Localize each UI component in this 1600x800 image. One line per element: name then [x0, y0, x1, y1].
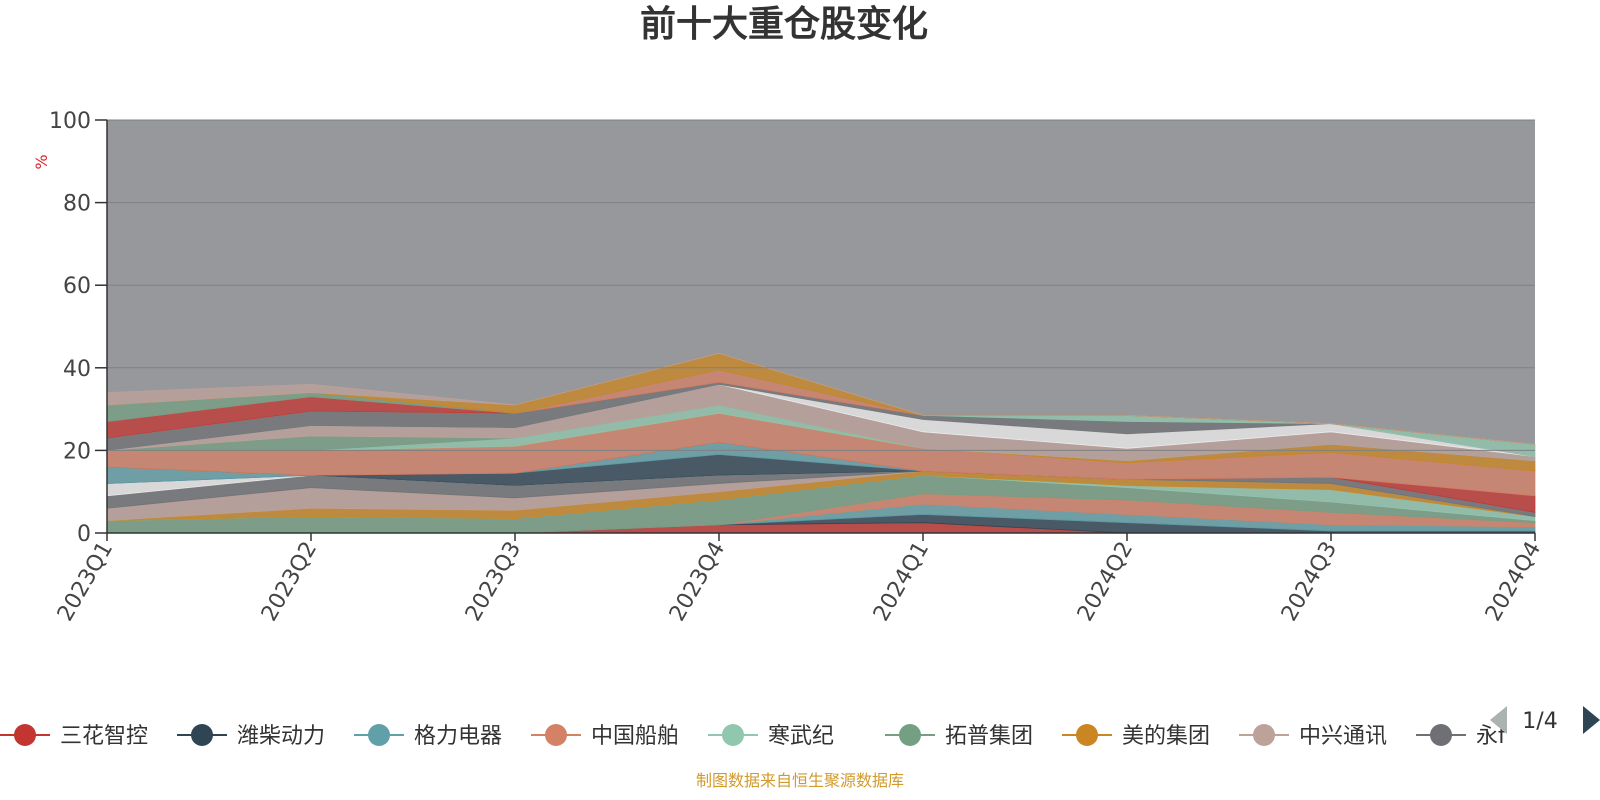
y-tick-label: 80: [63, 192, 91, 217]
x-tick-label: 2024Q1: [869, 538, 934, 626]
legend-label: 中兴通讯: [1299, 724, 1387, 749]
legend-marker-icon: [14, 724, 36, 746]
legend-item[interactable]: 三花智控: [0, 724, 148, 749]
legend-marker-icon: [1430, 724, 1452, 746]
stacked-areas: [106, 352, 1536, 534]
legend-marker-icon: [545, 724, 567, 746]
legend-item[interactable]: 中国船舶: [531, 724, 679, 749]
source-note: 制图数据来自恒生聚源数据库: [696, 771, 904, 790]
legend-next-page-icon[interactable]: [1583, 706, 1600, 734]
legend-item[interactable]: 永f: [1416, 724, 1507, 749]
x-tick-label: 2023Q1: [53, 538, 118, 626]
y-tick-label: 0: [77, 522, 91, 547]
x-tick-label: 2024Q3: [1277, 538, 1342, 626]
legend-prev-page-icon[interactable]: [1490, 706, 1507, 734]
legend-item[interactable]: 潍柴动力: [177, 724, 325, 749]
y-tick-label: 40: [63, 357, 91, 382]
area-layer-26: [106, 352, 1536, 445]
legend-item[interactable]: 中兴通讯: [1239, 724, 1387, 749]
legend-label: 拓普集团: [945, 724, 1033, 749]
legend-marker-icon: [368, 724, 390, 746]
legend-page-indicator: 1/4: [1522, 709, 1557, 734]
legend-item[interactable]: 寒武纪: [708, 724, 834, 749]
legend-marker-icon: [1253, 724, 1275, 746]
x-tick-label: 2023Q2: [257, 538, 322, 626]
axes: [106, 120, 1536, 541]
legend-label: 潍柴动力: [237, 724, 325, 749]
legend-label: 美的集团: [1122, 724, 1210, 749]
y-tick-label: 20: [63, 439, 91, 464]
legend-marker-icon: [899, 724, 921, 746]
legend-pager: 1/4: [1490, 706, 1600, 734]
legend-label: 中国船舶: [591, 724, 679, 749]
gridlines: [95, 119, 1535, 534]
chart-title: 前十大重仓股变化: [640, 3, 928, 45]
y-tick-label: 100: [49, 109, 91, 134]
x-tick-labels: 2023Q1 2023Q2 2023Q3 2023Q4 2024Q1 2024Q2 2024…: [53, 538, 1546, 626]
legend-item[interactable]: 格力电器: [354, 724, 502, 749]
legend-label: 三花智控: [60, 724, 148, 749]
legend-marker-icon: [1076, 724, 1098, 746]
legend-marker-icon: [191, 724, 213, 746]
y-tick-labels: 0 20 40 60 80 100: [49, 109, 91, 547]
legend-item[interactable]: 拓普集团: [885, 724, 1033, 749]
legend-marker-icon: [722, 724, 744, 746]
x-tick-label: 2024Q2: [1073, 538, 1138, 626]
y-axis-unit: %: [32, 154, 51, 169]
legend-label: 寒武纪: [768, 724, 834, 749]
x-tick-label: 2024Q4: [1481, 538, 1546, 626]
x-tick-label: 2023Q4: [665, 538, 730, 626]
x-tick-label: 2023Q3: [461, 538, 526, 626]
y-tick-label: 60: [63, 274, 91, 299]
legend-label: 格力电器: [414, 724, 502, 749]
legend-item[interactable]: 美的集团: [1062, 724, 1210, 749]
legend[interactable]: 三花智控 潍柴动力 格力电器 中国船舶 寒武纪 拓普集团 美的集团 中兴通讯 永f: [0, 724, 1507, 749]
